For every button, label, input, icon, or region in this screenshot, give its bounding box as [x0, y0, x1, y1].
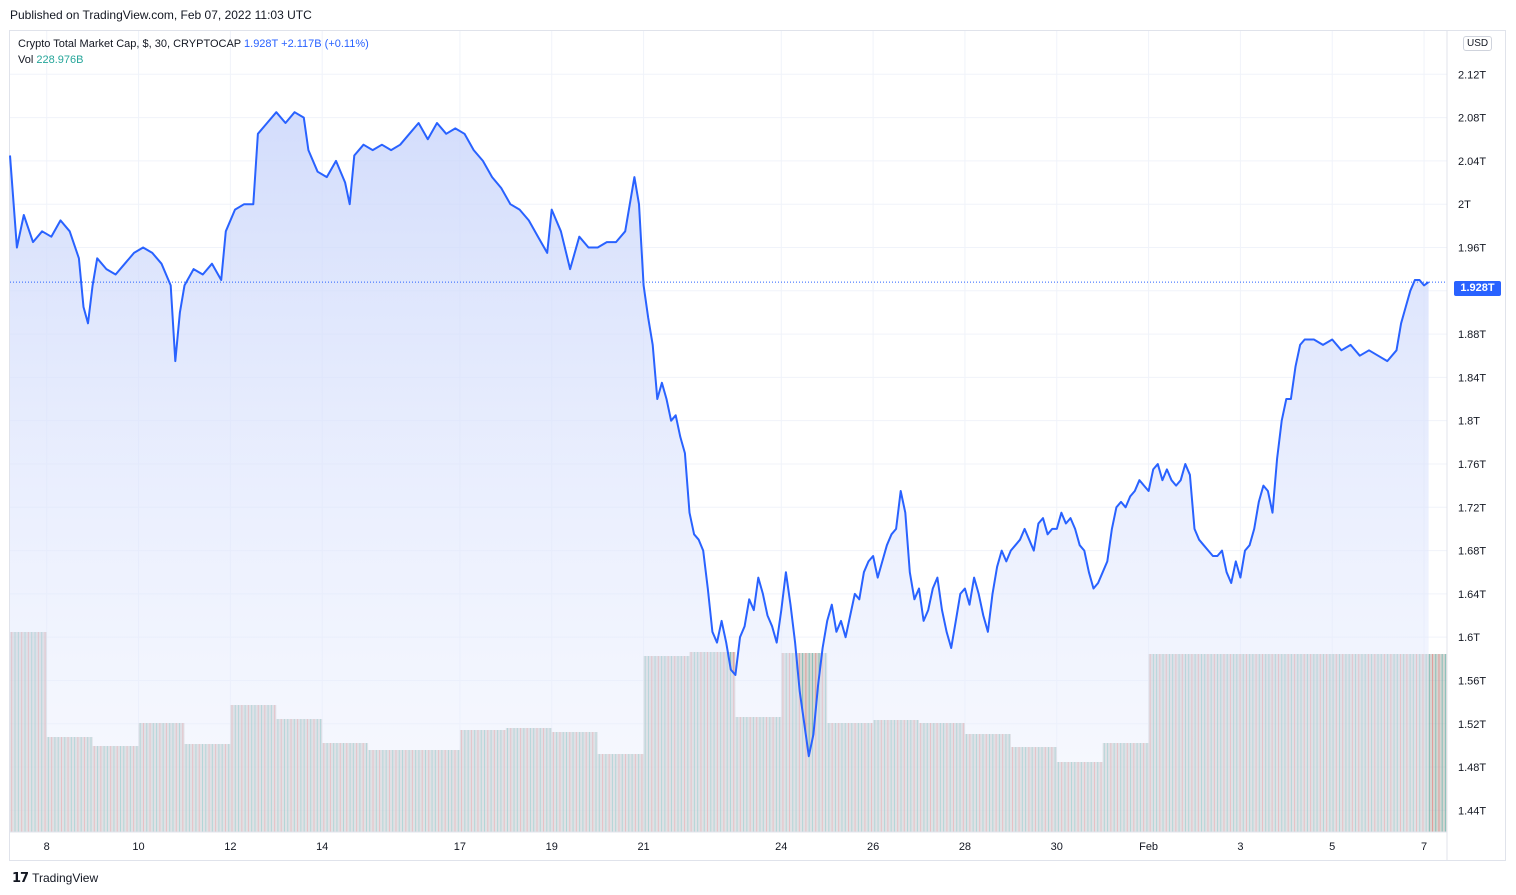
brand-label: TradingView: [32, 871, 99, 885]
price-line: [9, 111, 1430, 758]
x-tick-label: 19: [546, 841, 558, 853]
x-tick-label: 28: [959, 841, 971, 853]
x-tick-label: Feb: [1139, 841, 1158, 853]
y-tick-label: 2.12T: [1458, 69, 1486, 81]
time-axis: 8 10 12 14 17 19 21 24 26 28 30 Feb 3 5 7: [10, 831, 1447, 853]
last-price-badge: 1.928T: [1454, 281, 1501, 296]
y-tick-label: 1.76T: [1458, 459, 1486, 471]
x-tick-label: 3: [1237, 841, 1243, 853]
y-tick-label: 1.72T: [1458, 502, 1486, 514]
x-tick-label: 8: [44, 841, 50, 853]
x-tick-label: 5: [1329, 841, 1335, 853]
published-caption: Published on TradingView.com, Feb 07, 20…: [10, 8, 312, 22]
x-tick-label: 26: [867, 841, 879, 853]
y-tick-label: 1.6T: [1458, 632, 1480, 644]
legend-vol-value: 228.976B: [36, 54, 84, 66]
price-area-fill: [10, 112, 1429, 832]
chart-frame: [9, 30, 1506, 861]
price-axis: 2.12T2.08T2.04T2T1.96T1.92T1.88T1.84T1.8…: [1446, 31, 1486, 860]
y-tick-label: 1.68T: [1458, 546, 1486, 558]
tradingview-logo-icon: 𝟭𝟳: [12, 870, 29, 885]
y-tick-label: 2T: [1458, 199, 1471, 211]
x-tick-label: 10: [132, 841, 144, 853]
tradingview-brand[interactable]: 𝟭𝟳 TradingView: [12, 870, 98, 886]
legend-vol-label: Vol: [18, 54, 34, 66]
x-tick-label: 12: [224, 841, 236, 853]
legend: Crypto Total Market Cap, $, 30, CRYPTOCA…: [18, 36, 369, 68]
x-tick-label: 30: [1051, 841, 1063, 853]
y-tick-label: 1.56T: [1458, 675, 1486, 687]
y-tick-label: 1.96T: [1458, 242, 1486, 254]
legend-last: 1.928T: [244, 38, 279, 50]
y-tick-label: 1.48T: [1458, 762, 1486, 774]
price-area: [9, 111, 1447, 832]
y-tick-label: 1.84T: [1458, 372, 1486, 384]
y-tick-label: 1.64T: [1458, 589, 1486, 601]
y-tick-label: 1.52T: [1458, 719, 1486, 731]
currency-button[interactable]: USD: [1463, 36, 1493, 51]
y-tick-label: 1.44T: [1458, 805, 1486, 817]
x-tick-label: 7: [1421, 841, 1427, 853]
x-tick-label: 24: [775, 841, 787, 853]
y-tick-label: 2.08T: [1458, 113, 1486, 125]
legend-change: +2.117B (+0.11%): [281, 38, 369, 50]
x-tick-label: 14: [316, 841, 328, 853]
y-tick-label: 1.8T: [1458, 416, 1480, 428]
x-tick-label: 17: [454, 841, 466, 853]
legend-symbol: Crypto Total Market Cap, $, 30, CRYPTOCA…: [18, 38, 241, 50]
y-tick-label: 1.88T: [1458, 329, 1486, 341]
x-tick-label: 21: [637, 841, 649, 853]
y-tick-label: 2.04T: [1458, 156, 1486, 168]
